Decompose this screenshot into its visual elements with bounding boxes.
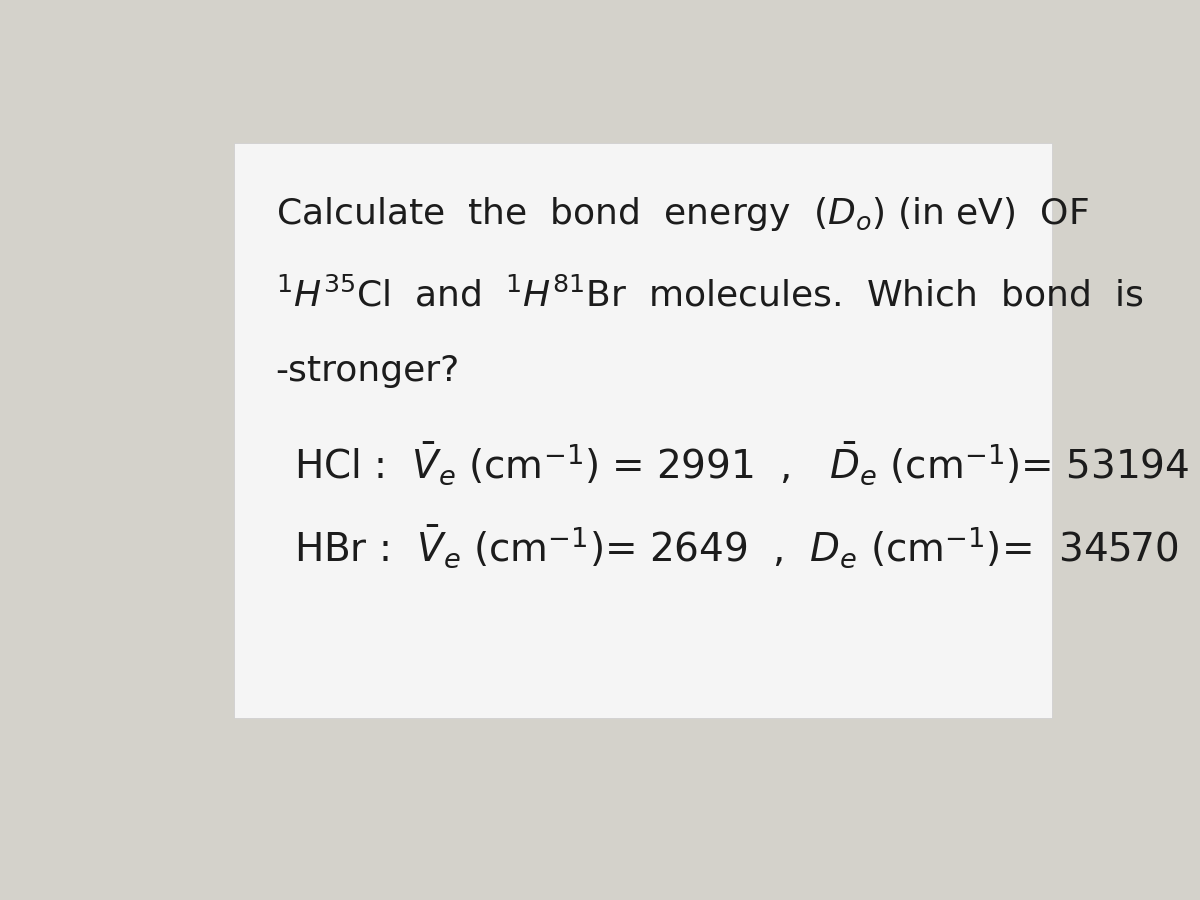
- Text: HBr :  $\bar{V}_e$ (cm$^{-1}$)= 2649  ,  $D_e$ (cm$^{-1}$)=  34570: HBr : $\bar{V}_e$ (cm$^{-1}$)= 2649 , $D…: [294, 524, 1178, 571]
- Text: -stronger?: -stronger?: [276, 354, 460, 388]
- Text: Calculate  the  bond  energy  ($D_o$) (in eV)  OF: Calculate the bond energy ($D_o$) (in eV…: [276, 194, 1088, 232]
- Text: $^1H^{35}$Cl  and  $^1H^{81}$Br  molecules.  Which  bond  is: $^1H^{35}$Cl and $^1H^{81}$Br molecules.…: [276, 278, 1144, 314]
- FancyBboxPatch shape: [234, 142, 1052, 718]
- Text: HCl :  $\bar{V}_e$ (cm$^{-1}$) = 2991  ,   $\bar{D}_e$ (cm$^{-1}$)= 53194: HCl : $\bar{V}_e$ (cm$^{-1}$) = 2991 , $…: [294, 441, 1189, 487]
